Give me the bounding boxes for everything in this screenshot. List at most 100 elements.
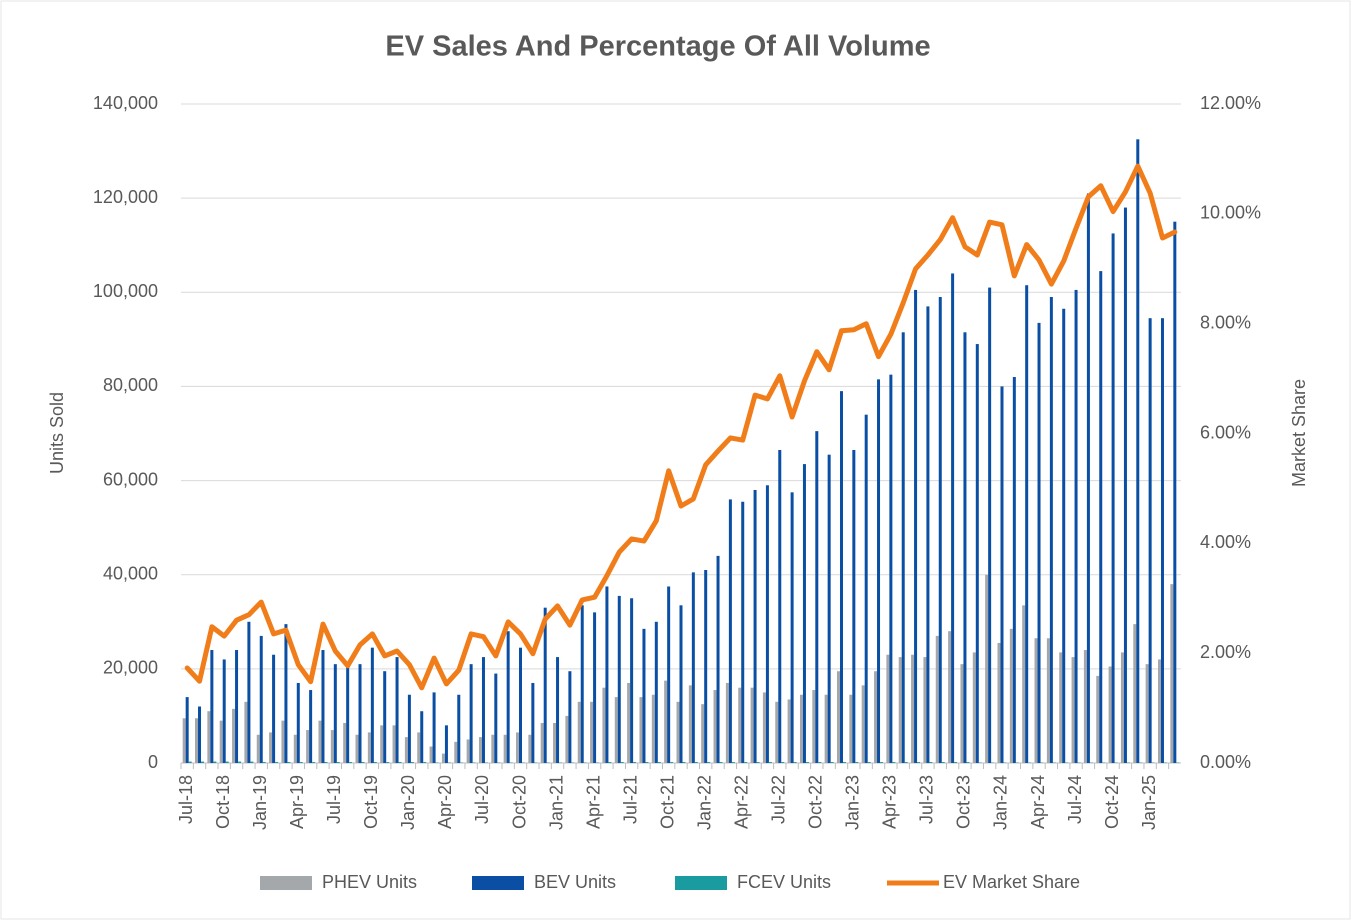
bar: [799, 694, 803, 763]
bar: [938, 296, 942, 763]
bar: [386, 762, 390, 763]
bar: [404, 737, 408, 763]
bar: [914, 289, 918, 763]
bar: [1037, 322, 1041, 763]
bar: [284, 624, 288, 763]
bar: [741, 501, 745, 763]
bar: [195, 718, 199, 763]
y-tick-label: 100,000: [93, 281, 158, 301]
y2-tick-label: 10.00%: [1200, 203, 1261, 223]
bar: [911, 654, 915, 763]
bar: [201, 761, 205, 763]
bar: [728, 499, 732, 763]
bar: [1160, 318, 1164, 763]
bar: [1009, 628, 1013, 763]
bar: [966, 762, 970, 763]
bar: [491, 734, 495, 763]
legend-label: FCEV Units: [737, 872, 831, 892]
bar: [407, 694, 411, 763]
bar: [1123, 207, 1127, 764]
bar: [590, 701, 594, 763]
bar: [232, 708, 236, 763]
x-tick-label: Jan-20: [398, 775, 418, 830]
bar: [210, 650, 214, 763]
bar: [336, 762, 340, 763]
x-tick-label: Jan-25: [1139, 775, 1159, 830]
bar: [568, 671, 572, 763]
bar: [620, 762, 624, 763]
bar: [593, 612, 597, 763]
bar: [333, 664, 337, 763]
bar: [815, 431, 819, 763]
bar: [664, 680, 668, 763]
bar: [343, 722, 347, 763]
y2-axis-label: Market Share: [1289, 379, 1309, 487]
bar: [651, 694, 655, 763]
bar: [1062, 308, 1066, 763]
x-tick-label: Oct-22: [806, 775, 826, 829]
x-tick-label: Oct-20: [509, 775, 529, 829]
x-tick-label: Jan-23: [843, 775, 863, 830]
x-tick-label: Jul-23: [917, 775, 937, 824]
bar: [309, 690, 313, 763]
x-tick-label: Apr-22: [731, 775, 751, 829]
legend-label: EV Market Share: [943, 872, 1080, 892]
y-tick-label: 40,000: [103, 563, 158, 583]
bar: [259, 635, 263, 763]
bar: [432, 692, 436, 763]
bar: [1108, 666, 1112, 763]
bar: [793, 762, 797, 763]
bar: [926, 306, 930, 763]
bar: [296, 682, 300, 763]
bar: [716, 555, 720, 763]
bar: [281, 720, 285, 763]
bar: [444, 725, 448, 763]
y2-tick-label: 6.00%: [1200, 422, 1251, 442]
bar: [321, 650, 325, 763]
line: [184, 163, 1178, 691]
bar: [781, 762, 785, 763]
bar: [543, 607, 547, 763]
x-tick-label: Jan-22: [694, 775, 714, 830]
bar: [238, 761, 242, 763]
bar: [373, 762, 377, 763]
bar: [985, 574, 989, 763]
x-tick-label: Jul-21: [620, 775, 640, 824]
x-tick-label: Oct-18: [213, 775, 233, 829]
bar: [1099, 271, 1103, 763]
bar: [864, 414, 868, 763]
bar: [256, 734, 260, 763]
bar: [1096, 675, 1100, 763]
bar: [429, 746, 433, 763]
bar: [654, 621, 658, 763]
bar: [1136, 139, 1140, 763]
bar: [1034, 638, 1038, 763]
bar: [842, 762, 846, 763]
bar: [506, 631, 510, 763]
bar: [516, 732, 520, 763]
bar: [540, 722, 544, 763]
bar: [676, 701, 680, 763]
bar: [198, 706, 202, 763]
bar: [901, 332, 905, 763]
bar: [361, 762, 365, 763]
x-tick-label: Jul-18: [176, 775, 196, 824]
x-tick-label: Apr-21: [583, 775, 603, 829]
bar: [935, 635, 939, 763]
bar: [630, 598, 634, 763]
bar: [1111, 233, 1115, 764]
bar: [753, 489, 757, 763]
chart-title: EV Sales And Percentage Of All Volume: [385, 31, 930, 63]
bar: [1086, 193, 1090, 763]
bar: [358, 664, 362, 763]
bar: [633, 762, 637, 763]
bar: [1059, 652, 1063, 763]
bar: [824, 694, 828, 763]
x-tick-label: Apr-23: [880, 775, 900, 829]
bar: [657, 762, 661, 763]
bar: [639, 697, 643, 763]
bar: [441, 753, 445, 763]
bar: [318, 720, 322, 763]
bar: [531, 682, 535, 763]
